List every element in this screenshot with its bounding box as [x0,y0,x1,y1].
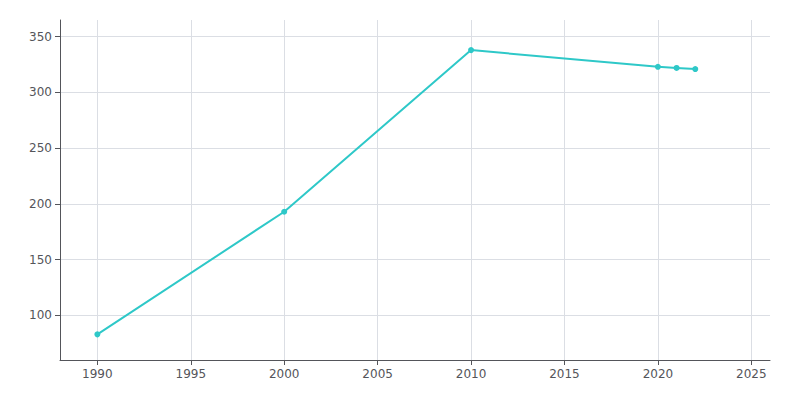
svg-text:150: 150 [29,253,52,267]
svg-text:2015: 2015 [549,367,580,381]
svg-text:250: 250 [29,141,52,155]
svg-text:100: 100 [29,308,52,322]
svg-text:300: 300 [29,85,52,99]
svg-text:2000: 2000 [269,367,300,381]
svg-text:2020: 2020 [643,367,674,381]
svg-text:1990: 1990 [82,367,113,381]
svg-text:2005: 2005 [362,367,393,381]
svg-text:200: 200 [29,197,52,211]
svg-text:2010: 2010 [456,367,487,381]
svg-text:2025: 2025 [736,367,767,381]
svg-text:1995: 1995 [176,367,207,381]
svg-text:350: 350 [29,30,52,44]
